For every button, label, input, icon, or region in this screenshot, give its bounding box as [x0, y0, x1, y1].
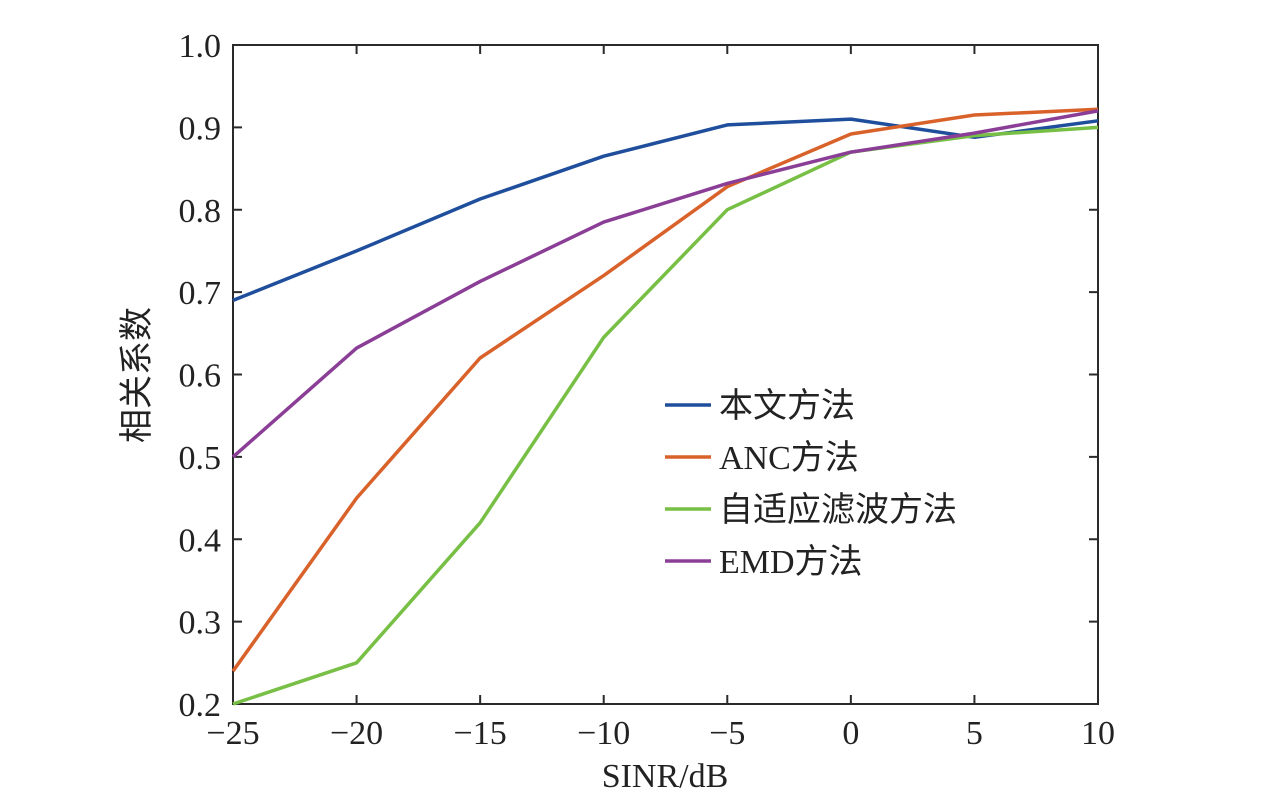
plot-frame — [232, 44, 1099, 705]
x-tick-label: 5 — [966, 715, 983, 752]
legend-label: ANC方法 — [719, 439, 859, 477]
axis-ticks: −25 −20 −15 −10 −5 0 5 10 0.2 0.3 0.4 0.5 0.6 0.7 0.8 0… — [179, 28, 1116, 752]
y-tick-label: 1.0 — [179, 28, 222, 65]
x-tick-label: −20 — [330, 715, 383, 752]
y-axis-title: 相关系数 — [118, 307, 156, 443]
x-tick-label: 10 — [1081, 715, 1115, 752]
x-tick-label: −10 — [577, 715, 630, 752]
x-tick-label: −25 — [206, 715, 259, 752]
y-tick-label: 0.3 — [179, 605, 222, 642]
y-tick-label: 0.7 — [179, 275, 222, 312]
y-tick-label: 0.4 — [179, 522, 222, 559]
series-line-1 — [231, 107, 1099, 673]
legend-label: 自适应滤波方法 — [719, 491, 957, 529]
series-lines — [231, 107, 1099, 706]
series-line-0 — [232, 117, 1099, 303]
y-tick-label: 0.9 — [179, 110, 222, 147]
x-axis-title: SINR/dB — [602, 758, 729, 795]
legend-label: EMD方法 — [719, 543, 863, 581]
y-tick-label: 0.6 — [179, 358, 222, 395]
x-tick-label: −5 — [709, 715, 745, 752]
legend-label: 本文方法 — [719, 387, 855, 425]
x-tick-label: 0 — [842, 715, 859, 752]
series-line-3 — [231, 109, 1099, 459]
y-tick-label: 0.8 — [179, 193, 222, 230]
x-tick-label: −15 — [454, 715, 507, 752]
series-line-2 — [232, 125, 1099, 706]
y-tick-label: 0.2 — [179, 687, 222, 724]
y-tick-label: 0.5 — [179, 440, 222, 477]
